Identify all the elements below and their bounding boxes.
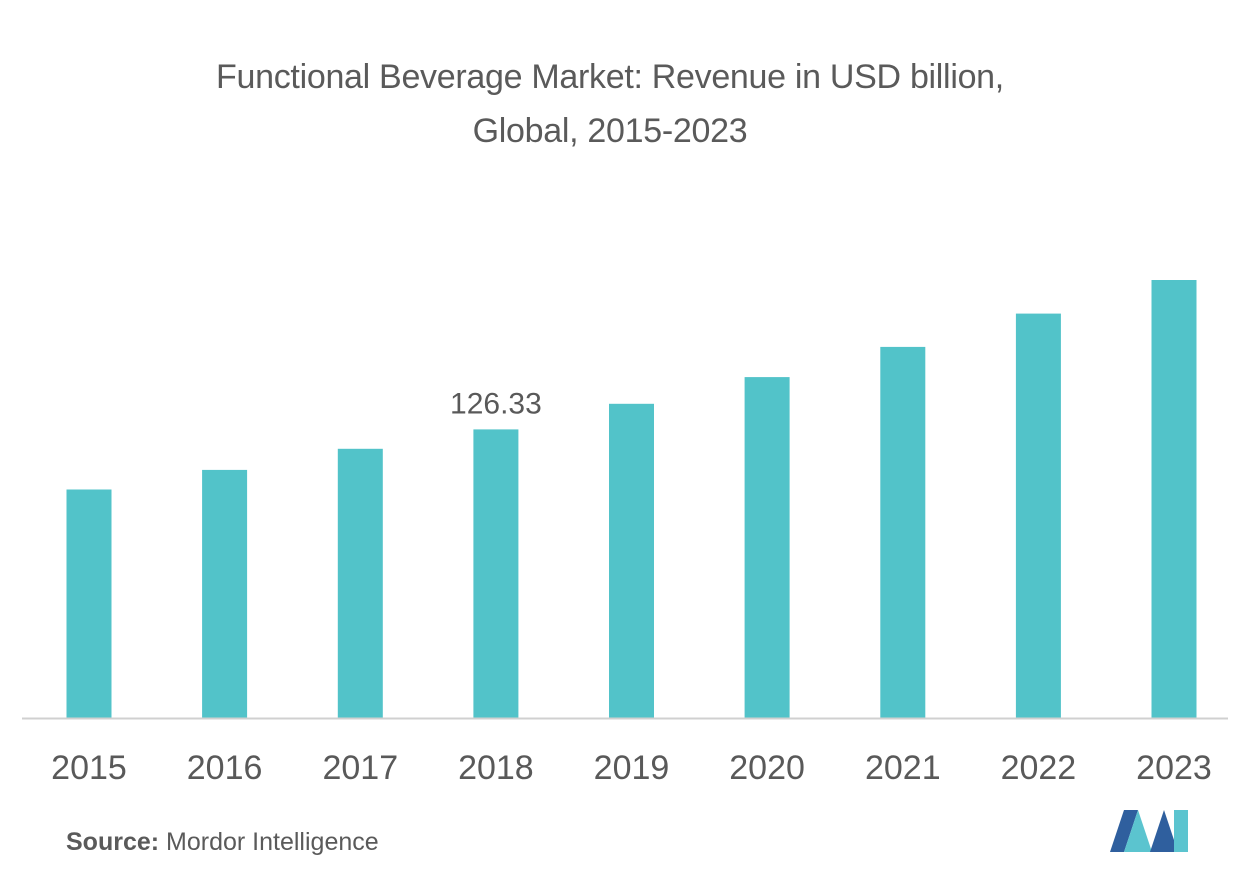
chart-title-line-2: Global, 2015-2023 (472, 112, 748, 150)
x-tick-label-2018: 2018 (458, 749, 534, 787)
source-note: Source: Mordor Intelligence (66, 828, 379, 857)
source-value: Mordor Intelligence (166, 828, 379, 856)
chart-title-line-1: Functional Beverage Market: Revenue in U… (216, 58, 1004, 96)
x-tick-label-2023: 2023 (1136, 749, 1212, 787)
data-label-2018: 126.33 (450, 387, 542, 420)
x-tick-label-2017: 2017 (322, 749, 398, 787)
chart-title: Functional Beverage Market: Revenue in U… (0, 50, 1220, 158)
x-tick-label-2016: 2016 (187, 749, 263, 787)
bar-2021 (880, 346, 926, 718)
x-tick-label-2015: 2015 (51, 749, 127, 787)
source-label: Source: (66, 828, 160, 856)
bar-2018 (473, 429, 519, 718)
bar-2020 (744, 377, 790, 718)
bar-2023 (1151, 280, 1197, 718)
x-tick-label-2022: 2022 (1001, 749, 1077, 787)
bar-2019 (609, 403, 654, 718)
x-tick-label-2019: 2019 (594, 749, 670, 787)
bar-chart: 2015 2016 2017 2018 2019 2020 2021 2022 2023 126.… (22, 280, 1228, 787)
x-tick-label-2021: 2021 (865, 749, 941, 787)
x-tick-label-2020: 2020 (729, 749, 805, 787)
bar-2016 (202, 469, 248, 718)
bar-2022 (1015, 313, 1061, 718)
bar-2017 (337, 448, 383, 718)
mordor-intelligence-logo-icon (1110, 810, 1188, 852)
bar-2015 (66, 489, 112, 718)
